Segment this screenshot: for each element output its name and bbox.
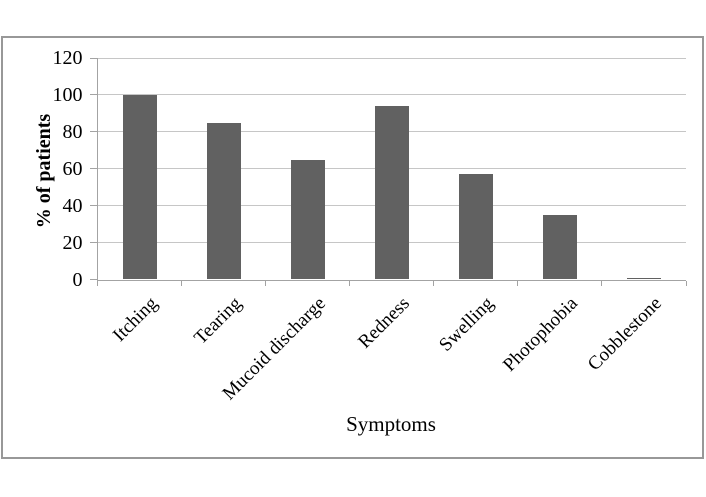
y-axis-tick	[89, 205, 98, 207]
x-tick-label-cobblestone: Cobblestone	[583, 293, 666, 376]
x-axis-tick	[181, 280, 183, 286]
y-tick-label: 60	[62, 157, 83, 180]
bar-cobblestone	[626, 277, 661, 280]
y-axis-tick	[89, 242, 98, 244]
y-axis-tick	[89, 279, 98, 280]
y-tick-label: 80	[62, 120, 83, 143]
chart-frame	[1, 36, 704, 459]
x-axis-tick	[517, 280, 519, 286]
bar-tearing	[206, 122, 241, 280]
bar-redness	[374, 105, 409, 280]
gridline	[97, 57, 686, 59]
y-tick-label: 120	[52, 47, 83, 69]
x-axis-tick	[601, 280, 603, 286]
bar-itching	[122, 94, 157, 280]
y-axis-tick	[89, 94, 98, 96]
x-tick-label-photophobia: Photophobia	[498, 293, 582, 376]
x-axis-line	[96, 279, 686, 281]
y-axis-tick	[89, 57, 98, 59]
bar-swelling	[458, 174, 493, 280]
gridline	[97, 94, 686, 96]
x-axis-title: Symptoms	[346, 412, 436, 436]
x-tick-label-mucoid-discharge: Mucoid discharge	[218, 293, 330, 405]
x-tick-label-swelling: Swelling	[435, 293, 498, 356]
x-axis-tick	[97, 280, 98, 286]
x-tick-label-redness: Redness	[353, 293, 414, 353]
x-axis-tick	[349, 280, 351, 286]
x-axis-tick	[265, 280, 267, 286]
x-axis-tick	[685, 280, 687, 286]
bar-photophobia	[542, 214, 577, 280]
x-axis-tick	[433, 280, 435, 286]
y-axis-line	[96, 58, 98, 281]
x-tick-label-tearing: Tearing	[189, 293, 246, 349]
y-tick-label: 20	[62, 231, 83, 254]
bar-mucoid-discharge	[290, 159, 325, 280]
y-tick-label: 0	[72, 268, 83, 291]
y-axis-tick	[89, 168, 98, 170]
y-tick-label: 100	[52, 83, 83, 106]
y-axis-title: % of patients	[33, 113, 55, 229]
y-tick-label: 40	[62, 194, 83, 217]
y-axis-tick	[89, 131, 98, 133]
